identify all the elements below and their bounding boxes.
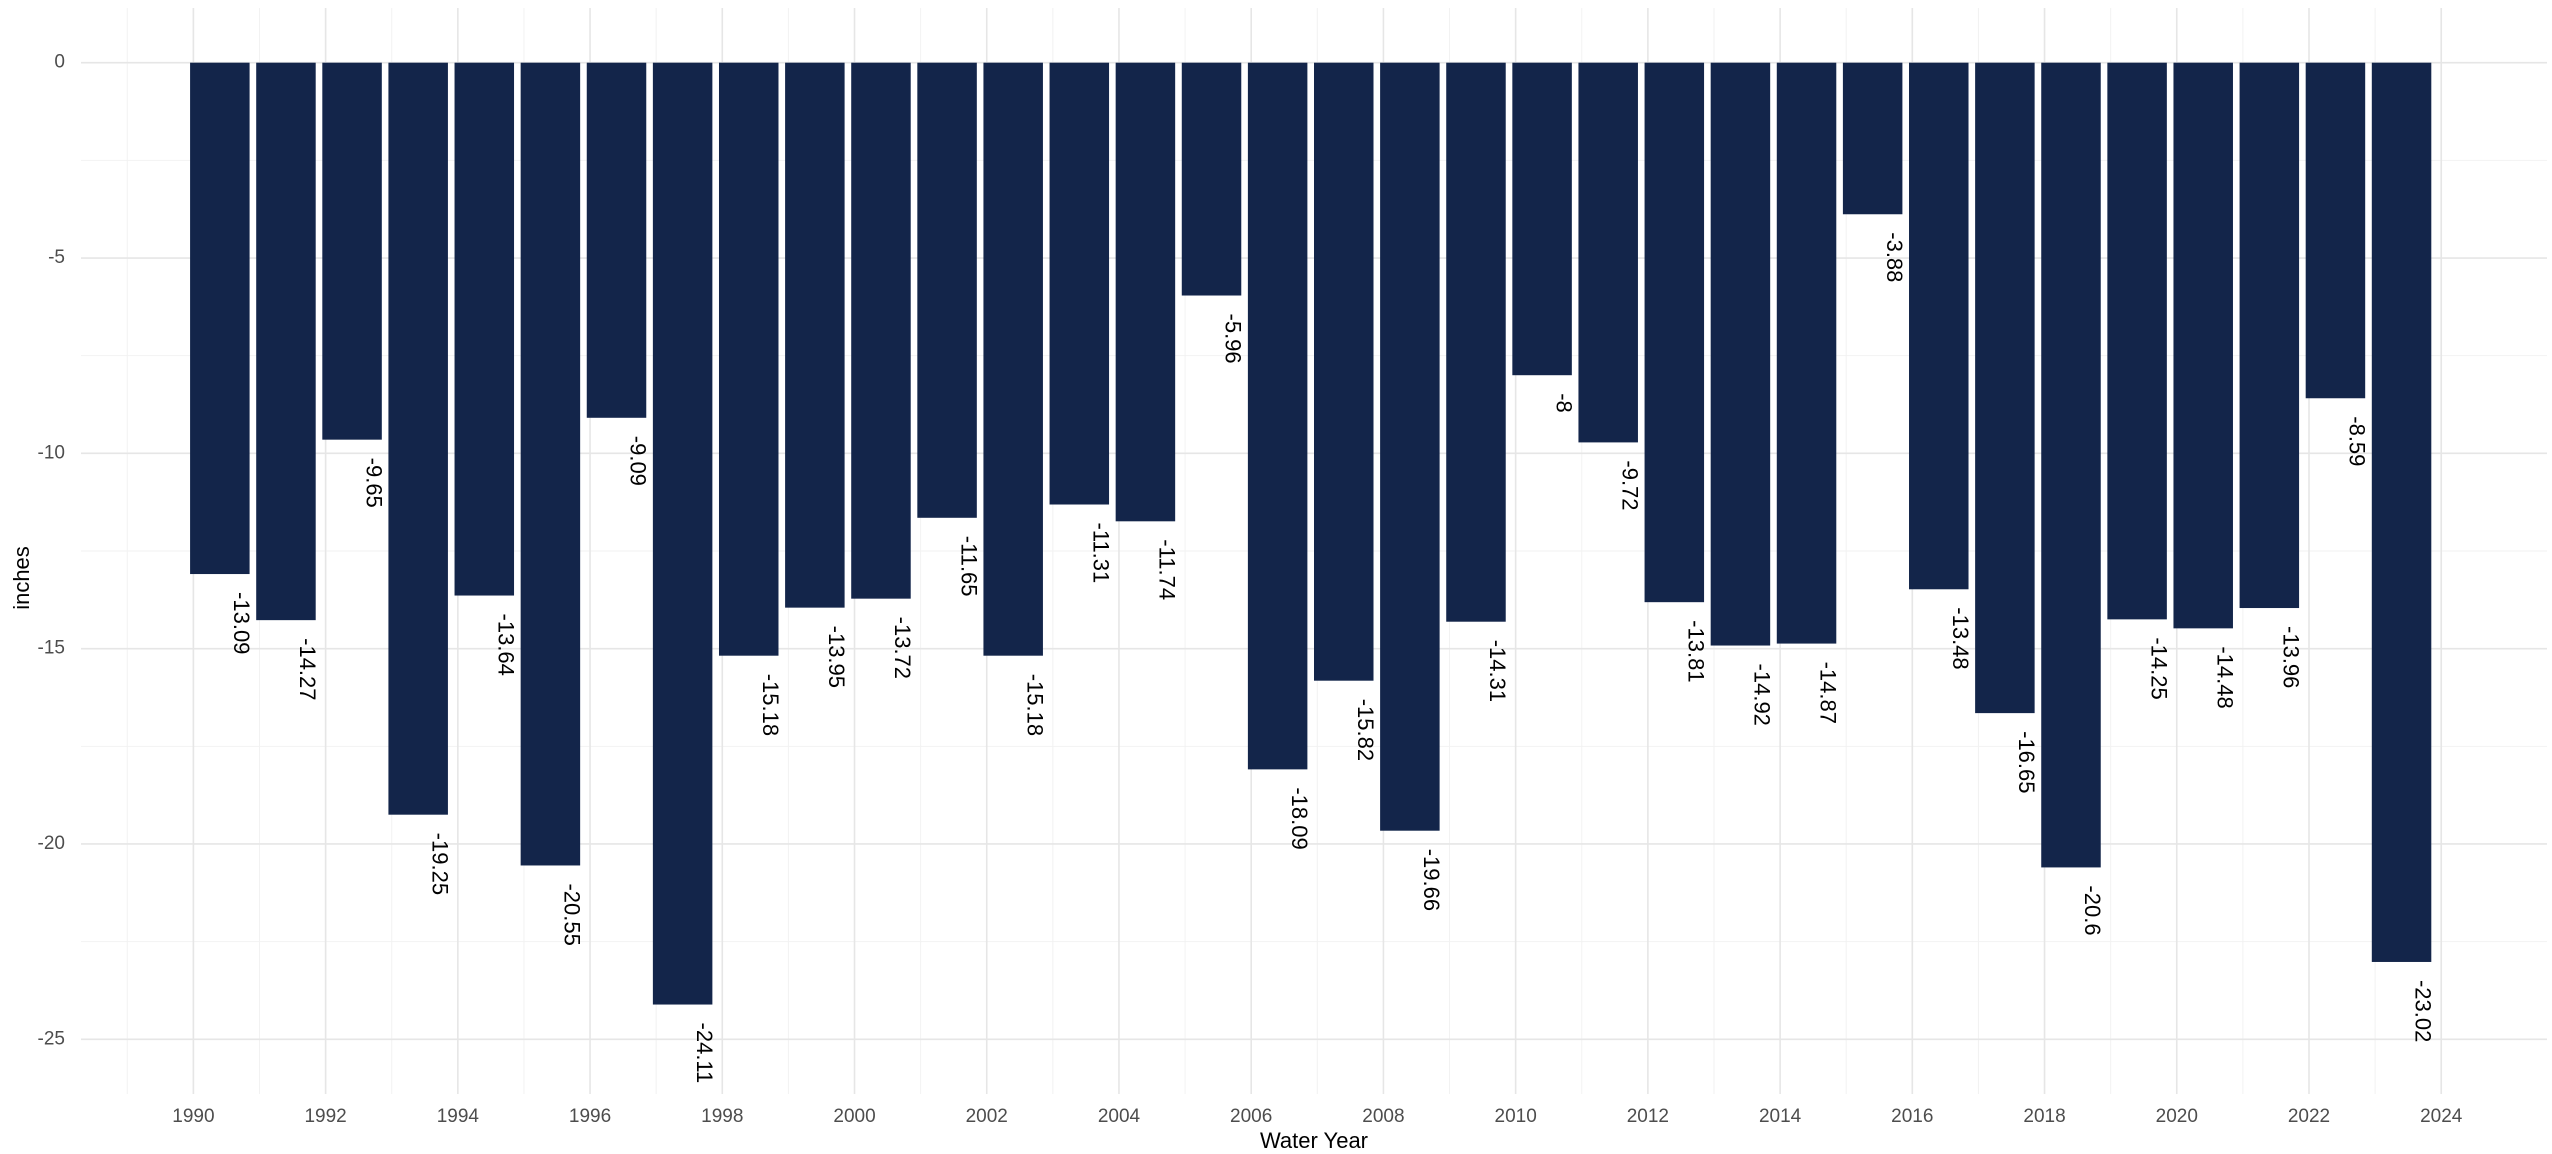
value-label: -14.92 xyxy=(1750,664,1775,726)
x-tick-label: 2024 xyxy=(2420,1106,2463,1127)
x-tick-label: 1998 xyxy=(701,1106,743,1127)
y-tick-label: -25 xyxy=(38,1028,65,1049)
bar xyxy=(983,62,1043,656)
value-label: -13.64 xyxy=(493,614,518,676)
value-label: -20.55 xyxy=(560,883,585,945)
bar xyxy=(1975,62,2035,714)
value-label: -13.96 xyxy=(2279,626,2304,688)
x-tick-label: 2004 xyxy=(1098,1106,1141,1127)
y-tick-label: -15 xyxy=(38,638,65,659)
x-tick-label: 2006 xyxy=(1230,1106,1272,1127)
bar xyxy=(1909,62,1969,590)
bar xyxy=(1181,62,1242,296)
bar xyxy=(1710,62,1771,646)
x-tick-label: 2014 xyxy=(1759,1106,1802,1127)
value-label: -9.65 xyxy=(361,458,386,508)
y-tick-label: -20 xyxy=(38,833,65,854)
value-label: -3.88 xyxy=(1882,232,1907,282)
x-axis-title: Water Year xyxy=(1260,1128,1368,1153)
x-tick-label: 2016 xyxy=(1891,1106,1933,1127)
value-label: -5.96 xyxy=(1221,314,1246,364)
x-tick-label: 2012 xyxy=(1627,1106,1669,1127)
bar xyxy=(2239,62,2300,609)
value-label: -15.18 xyxy=(758,674,783,736)
bar xyxy=(1049,62,1110,505)
bar xyxy=(2107,62,2167,620)
y-axis-title: inches xyxy=(9,546,34,610)
value-label: -24.11 xyxy=(692,1023,717,1084)
x-tick-label: 1990 xyxy=(172,1106,214,1127)
value-label: -16.65 xyxy=(2014,731,2039,793)
x-tick-label: 1994 xyxy=(437,1106,480,1127)
bar xyxy=(851,62,911,599)
y-tick-label: 0 xyxy=(54,52,65,73)
bar xyxy=(1776,62,1837,644)
bar xyxy=(256,62,316,621)
value-label: -13.81 xyxy=(1684,620,1709,682)
value-label: -18.09 xyxy=(1287,787,1312,849)
bar xyxy=(2371,62,2432,962)
x-tick-label: 2008 xyxy=(1362,1106,1404,1127)
bar xyxy=(1578,62,1638,443)
value-label: -14.25 xyxy=(2146,637,2171,699)
x-tick-label: 2002 xyxy=(966,1106,1008,1127)
x-tick-label: 2010 xyxy=(1495,1106,1537,1127)
bar xyxy=(2041,62,2101,868)
value-label: -15.18 xyxy=(1022,674,1047,736)
value-label: -14.27 xyxy=(295,638,320,700)
value-label: -9.09 xyxy=(626,436,651,486)
bar xyxy=(1380,62,1440,831)
bar xyxy=(1115,62,1176,522)
bar xyxy=(2173,62,2233,629)
value-label: -8 xyxy=(1551,393,1576,413)
bar xyxy=(322,62,382,440)
value-label: -13.72 xyxy=(890,617,915,679)
x-tick-label: 2020 xyxy=(2156,1106,2198,1127)
bar xyxy=(520,62,581,866)
x-tick-label: 1996 xyxy=(569,1106,611,1127)
bar xyxy=(190,62,250,575)
value-label: -20.6 xyxy=(2080,885,2105,935)
x-tick-label: 2022 xyxy=(2288,1106,2330,1127)
x-tick-label: 1992 xyxy=(304,1106,346,1127)
value-label: -11.31 xyxy=(1088,523,1113,584)
value-label: -14.87 xyxy=(1816,662,1841,724)
bar xyxy=(1247,62,1308,770)
x-tick-label: 2000 xyxy=(833,1106,875,1127)
bar xyxy=(785,62,845,608)
x-tick-label: 2018 xyxy=(2023,1106,2065,1127)
value-label: -8.59 xyxy=(2345,416,2370,466)
bar xyxy=(586,62,647,418)
bar xyxy=(1446,62,1506,622)
bar xyxy=(1644,62,1705,603)
y-tick-label: -10 xyxy=(38,442,65,463)
value-label: -11.65 xyxy=(956,536,981,597)
value-label: -13.09 xyxy=(229,592,254,654)
value-label: -11.74 xyxy=(1155,539,1180,600)
bar xyxy=(1314,62,1374,681)
bar xyxy=(454,62,515,596)
value-label: -9.72 xyxy=(1617,460,1642,510)
bar xyxy=(1842,62,1903,215)
bar xyxy=(718,62,779,656)
bar xyxy=(2305,62,2366,399)
bar xyxy=(388,62,448,815)
value-label: -14.48 xyxy=(2212,646,2237,708)
y-tick-label: -5 xyxy=(48,247,65,268)
bar xyxy=(917,62,977,518)
bar xyxy=(1512,62,1572,376)
value-label: -14.31 xyxy=(1485,640,1510,702)
value-label: -19.66 xyxy=(1419,849,1444,911)
value-label: -15.82 xyxy=(1353,699,1378,761)
value-label: -13.95 xyxy=(824,626,849,688)
bar xyxy=(652,62,713,1005)
value-label: -13.48 xyxy=(1948,607,1973,669)
value-label: -23.02 xyxy=(2411,980,2436,1042)
value-label: -19.25 xyxy=(427,833,452,895)
